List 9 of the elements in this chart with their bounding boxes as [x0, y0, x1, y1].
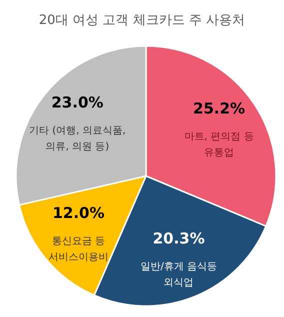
slice-label: 마트, 편의점 등 유통업 — [184, 131, 254, 158]
data-label: 23.0% — [51, 93, 104, 112]
chart-title: 20대 여성 고객 체크카드 주 사용처 — [38, 13, 246, 28]
data-label: 12.0% — [52, 204, 104, 222]
slice-label: 일반/휴게 음식등 외식업 — [140, 261, 218, 288]
data-label: 20.3% — [152, 229, 205, 248]
slice-label: 통신요금 등 서비스이용비 — [48, 236, 108, 264]
slice-label: 기타 (여행, 의료식품, 의류, 의원 등) — [29, 125, 126, 152]
data-label: 25.2% — [193, 99, 246, 118]
